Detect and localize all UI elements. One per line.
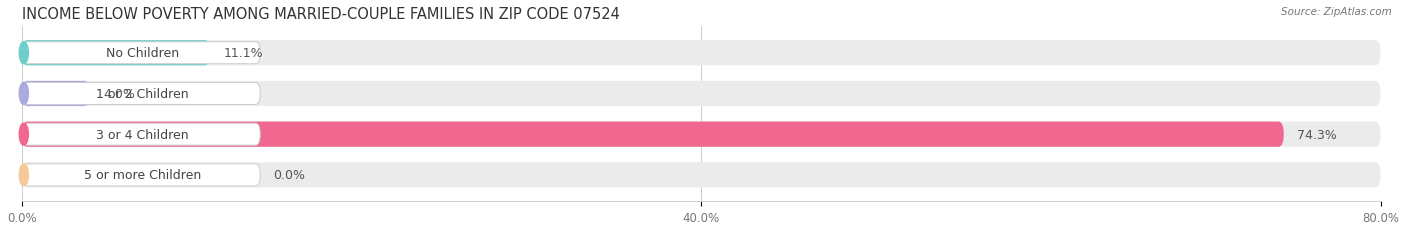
Text: 0.0%: 0.0% — [273, 169, 305, 182]
FancyBboxPatch shape — [21, 122, 1284, 147]
Text: Source: ZipAtlas.com: Source: ZipAtlas.com — [1281, 7, 1392, 17]
FancyBboxPatch shape — [21, 41, 1381, 66]
FancyBboxPatch shape — [22, 43, 260, 64]
Text: 3 or 4 Children: 3 or 4 Children — [97, 128, 188, 141]
FancyBboxPatch shape — [22, 83, 260, 105]
Text: 5 or more Children: 5 or more Children — [84, 169, 201, 182]
Circle shape — [20, 124, 28, 146]
Text: No Children: No Children — [105, 47, 180, 60]
Text: INCOME BELOW POVERTY AMONG MARRIED-COUPLE FAMILIES IN ZIP CODE 07524: INCOME BELOW POVERTY AMONG MARRIED-COUPL… — [21, 7, 620, 22]
FancyBboxPatch shape — [21, 82, 1381, 107]
FancyBboxPatch shape — [21, 163, 1381, 188]
FancyBboxPatch shape — [22, 164, 260, 186]
Text: 4.0%: 4.0% — [103, 88, 135, 100]
FancyBboxPatch shape — [21, 122, 1381, 147]
Circle shape — [20, 43, 28, 64]
FancyBboxPatch shape — [21, 82, 90, 107]
Circle shape — [20, 83, 28, 105]
Text: 1 or 2 Children: 1 or 2 Children — [97, 88, 188, 100]
FancyBboxPatch shape — [21, 41, 211, 66]
Circle shape — [20, 164, 28, 186]
Text: 74.3%: 74.3% — [1298, 128, 1337, 141]
Text: 11.1%: 11.1% — [224, 47, 263, 60]
FancyBboxPatch shape — [22, 124, 260, 146]
